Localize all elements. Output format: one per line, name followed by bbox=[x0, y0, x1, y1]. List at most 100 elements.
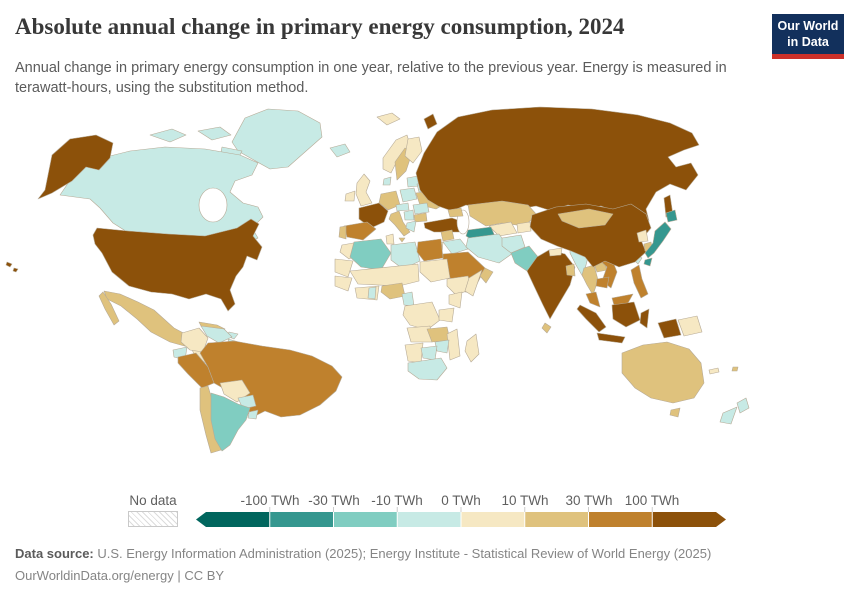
country-tunisia[interactable] bbox=[385, 233, 395, 245]
country-germany[interactable] bbox=[378, 190, 401, 211]
country-indonesia-java[interactable] bbox=[596, 332, 626, 344]
country-argentina[interactable] bbox=[210, 392, 251, 452]
country-nepal[interactable] bbox=[548, 247, 563, 257]
country-india[interactable] bbox=[526, 249, 576, 320]
country-australia[interactable] bbox=[621, 341, 705, 404]
region-sahel[interactable] bbox=[349, 263, 420, 287]
country-iceland[interactable] bbox=[329, 143, 351, 158]
country-botswana[interactable] bbox=[420, 345, 438, 361]
legend-bin-1[interactable] bbox=[269, 512, 334, 527]
legend-no-data-swatch[interactable] bbox=[128, 511, 178, 527]
country-denmark[interactable] bbox=[382, 176, 392, 186]
country-oman[interactable] bbox=[479, 267, 494, 284]
legend-bin-7[interactable] bbox=[652, 512, 726, 527]
country-uzbekistan[interactable] bbox=[488, 221, 518, 237]
territory-new-caledonia[interactable] bbox=[708, 367, 720, 375]
country-canada[interactable] bbox=[149, 128, 187, 143]
region-caucasus[interactable] bbox=[447, 207, 464, 218]
country-peru[interactable] bbox=[177, 352, 215, 389]
country-nigeria[interactable] bbox=[380, 282, 406, 300]
country-bangladesh[interactable] bbox=[565, 263, 576, 277]
country-bulgaria[interactable] bbox=[413, 212, 428, 223]
country-italy-sicily[interactable] bbox=[398, 237, 406, 243]
country-united-kingdom[interactable] bbox=[355, 173, 373, 207]
country-indonesia-papua[interactable] bbox=[657, 318, 682, 339]
country-united-states-hawaii[interactable] bbox=[12, 267, 19, 273]
legend-bin-3[interactable] bbox=[397, 512, 461, 527]
country-cameroon[interactable] bbox=[401, 291, 415, 307]
country-philippines[interactable] bbox=[630, 264, 649, 299]
country-cambodia[interactable] bbox=[595, 276, 610, 289]
country-namibia[interactable] bbox=[404, 342, 424, 364]
country-egypt[interactable] bbox=[416, 238, 444, 262]
country-united-states[interactable] bbox=[92, 218, 263, 312]
country-algeria[interactable] bbox=[349, 238, 392, 271]
country-thailand[interactable] bbox=[581, 264, 599, 296]
country-indonesia-sulawesi[interactable] bbox=[639, 308, 650, 329]
country-new-zealand-south[interactable] bbox=[719, 406, 738, 425]
country-mongolia[interactable] bbox=[557, 208, 614, 229]
country-japan-honshu[interactable] bbox=[644, 221, 672, 259]
region-balkans[interactable] bbox=[403, 209, 415, 221]
country-greenland[interactable] bbox=[231, 108, 323, 170]
country-angola[interactable] bbox=[406, 325, 433, 343]
country-north-korea[interactable] bbox=[636, 229, 649, 243]
country-mexico-baja[interactable] bbox=[98, 291, 120, 326]
country-somalia[interactable] bbox=[464, 269, 483, 297]
country-south-africa[interactable] bbox=[407, 357, 448, 381]
country-papua-new-guinea[interactable] bbox=[677, 315, 703, 337]
country-poland[interactable] bbox=[399, 187, 418, 203]
country-united-states-hawaii[interactable] bbox=[5, 261, 13, 268]
country-australia-tasmania[interactable] bbox=[669, 407, 681, 418]
region-senegal-guinea[interactable] bbox=[334, 275, 353, 292]
country-japan-kyushu[interactable] bbox=[643, 257, 653, 267]
country-spain[interactable] bbox=[343, 221, 377, 241]
country-mozambique[interactable] bbox=[446, 328, 461, 361]
region-kyrgyzstan-tajikistan[interactable] bbox=[516, 221, 532, 234]
country-france[interactable] bbox=[358, 202, 389, 229]
country-uruguay[interactable] bbox=[247, 409, 259, 420]
country-venezuela[interactable] bbox=[200, 325, 233, 344]
country-ireland[interactable] bbox=[344, 190, 356, 202]
country-turkey[interactable] bbox=[423, 217, 467, 233]
country-fiji[interactable] bbox=[731, 366, 739, 372]
country-finland[interactable] bbox=[404, 136, 423, 164]
country-madagascar[interactable] bbox=[464, 333, 480, 363]
country-brazil[interactable] bbox=[199, 340, 343, 418]
country-new-zealand-north[interactable] bbox=[736, 397, 750, 414]
country-iran[interactable] bbox=[465, 233, 514, 264]
region-western-sahara-mauritania[interactable] bbox=[334, 258, 354, 278]
legend-bin-2[interactable] bbox=[333, 512, 398, 527]
country-indonesia-kalimantan[interactable] bbox=[611, 301, 641, 328]
legend-ticks bbox=[269, 507, 653, 512]
country-drc[interactable] bbox=[402, 301, 441, 331]
territory-svalbard[interactable] bbox=[376, 112, 401, 126]
country-ghana[interactable] bbox=[367, 286, 377, 300]
country-iraq[interactable] bbox=[442, 238, 469, 255]
owid-logo[interactable]: Our World in Data bbox=[772, 14, 844, 60]
country-china[interactable] bbox=[529, 203, 652, 268]
country-greece[interactable] bbox=[405, 220, 417, 233]
legend-bin-0[interactable] bbox=[196, 512, 270, 527]
owid-logo-line2: in Data bbox=[787, 34, 829, 49]
legend-bin-5[interactable] bbox=[524, 512, 589, 527]
country-italy[interactable] bbox=[388, 210, 411, 237]
country-tanzania[interactable] bbox=[438, 307, 455, 323]
country-sudan[interactable] bbox=[419, 258, 451, 283]
region-central-europe[interactable] bbox=[395, 202, 410, 212]
country-sri-lanka[interactable] bbox=[541, 322, 552, 334]
country-romania[interactable] bbox=[412, 202, 430, 215]
country-kenya[interactable] bbox=[448, 291, 463, 309]
country-japan-hokkaido[interactable] bbox=[665, 209, 678, 223]
footer-license-link[interactable]: OurWorldinData.org/energy | CC BY bbox=[15, 568, 225, 583]
country-syria[interactable] bbox=[440, 229, 455, 242]
country-indonesia-sumatra[interactable] bbox=[576, 304, 607, 333]
country-malaysia[interactable] bbox=[585, 291, 601, 308]
legend-bin-6[interactable] bbox=[588, 512, 653, 527]
legend-bin-4[interactable] bbox=[461, 512, 525, 527]
country-russia-novaya-zemlya[interactable] bbox=[423, 113, 438, 130]
country-united-states-alaska[interactable] bbox=[37, 134, 114, 200]
country-portugal[interactable] bbox=[338, 225, 347, 240]
country-canada[interactable] bbox=[197, 126, 232, 141]
